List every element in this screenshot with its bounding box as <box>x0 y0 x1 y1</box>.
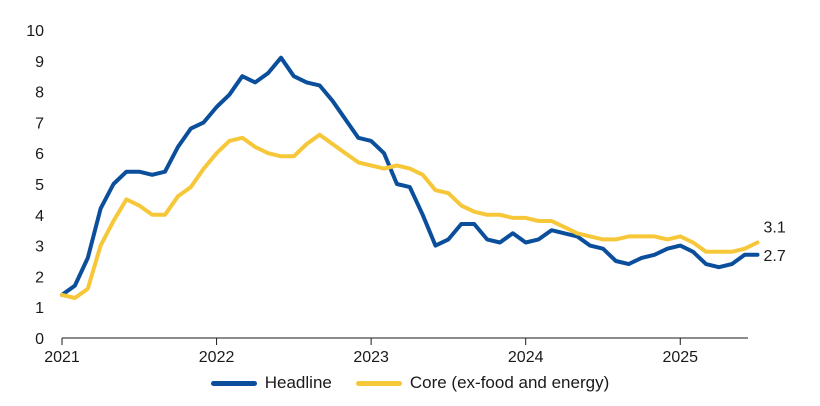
legend: Headline Core (ex-food and energy) <box>0 370 820 396</box>
end-labels: 2.7 3.1 <box>764 220 786 265</box>
end-label-core-ex-food-and-energy: 3.1 <box>764 220 786 237</box>
series-line-core-ex-food-and-energy <box>60 132 760 300</box>
y-tick-label-0: 0 <box>35 331 44 348</box>
legend-label-headline: Headline <box>264 373 332 392</box>
y-tick-label-3: 3 <box>35 239 44 256</box>
y-tick-label-2: 2 <box>35 269 44 286</box>
y-tick-label-10: 10 <box>26 23 44 40</box>
y-tick-label-7: 7 <box>35 115 44 132</box>
series-lines <box>60 55 760 300</box>
y-tick-label-1: 1 <box>35 300 44 317</box>
legend-swatch-core <box>355 380 402 386</box>
x-tick-label-2022: 2022 <box>199 349 235 366</box>
legend-item-headline: Headline <box>210 373 332 393</box>
y-tick-label-9: 9 <box>35 54 44 71</box>
y-tick-label-8: 8 <box>35 85 44 102</box>
y-axis-tick-labels: 0 1 2 3 4 5 6 7 8 9 10 <box>26 23 44 348</box>
x-tick-label-2023: 2023 <box>353 349 389 366</box>
x-tick-label-2021: 2021 <box>44 349 80 366</box>
legend-label-core: Core (ex-food and energy) <box>409 373 610 392</box>
legend-item-core: Core (ex-food and energy) <box>355 373 610 393</box>
y-tick-label-6: 6 <box>35 146 44 163</box>
end-label-headline: 2.7 <box>764 248 786 265</box>
y-tick-label-4: 4 <box>35 208 44 225</box>
series-line-headline <box>60 55 760 297</box>
legend-swatch-headline <box>210 380 257 386</box>
x-tick-label-2024: 2024 <box>508 349 544 366</box>
x-axis: 2021 2022 2023 2024 2025 <box>44 337 748 366</box>
y-tick-label-5: 5 <box>35 177 44 194</box>
x-tick-label-2025: 2025 <box>662 349 698 366</box>
